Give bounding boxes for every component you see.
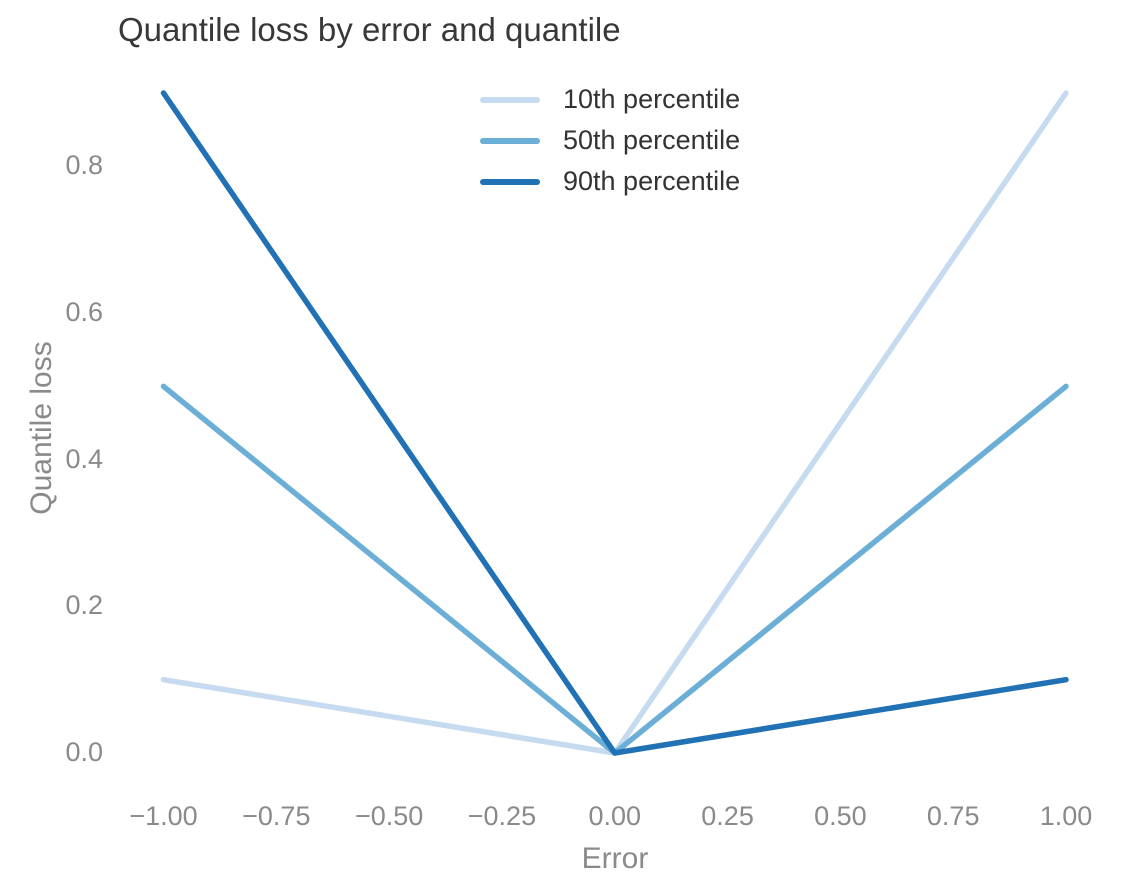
legend-item: 90th percentile bbox=[480, 161, 740, 202]
line-series-50th-percentile bbox=[160, 383, 1069, 756]
legend-label: 10th percentile bbox=[563, 84, 741, 114]
y-tick-label: 0.0 bbox=[65, 736, 103, 767]
legend-item: 10th percentile bbox=[480, 79, 740, 120]
y-tick-label: 0.8 bbox=[65, 150, 103, 181]
x-tick-label: 0.75 bbox=[926, 801, 980, 831]
legend: 10th percentile 50th percentile 90th per… bbox=[480, 79, 740, 202]
chart-title: Quantile loss by error and quantile bbox=[118, 11, 621, 48]
y-tick-label: 0.2 bbox=[65, 590, 103, 621]
x-tick-label: −0.75 bbox=[242, 801, 311, 831]
legend-label: 50th percentile bbox=[563, 125, 741, 155]
x-tick-label: 1.00 bbox=[1039, 801, 1093, 831]
y-tick-label: 0.4 bbox=[65, 443, 103, 474]
legend-line-swatch-10th bbox=[480, 96, 540, 103]
x-tick-label: −0.50 bbox=[354, 801, 424, 831]
x-tick-label: −1.00 bbox=[129, 801, 198, 831]
x-axis-label: Error bbox=[581, 842, 649, 875]
y-axis-label: Quantile loss bbox=[25, 341, 58, 515]
x-tick-label: 0.50 bbox=[814, 801, 867, 831]
x-tick-label: 0.25 bbox=[701, 801, 754, 831]
legend-line-swatch-50th bbox=[480, 137, 540, 144]
legend-line-swatch-90th bbox=[480, 178, 540, 185]
legend-label: 90th percentile bbox=[563, 166, 741, 196]
x-tick-label: 0.00 bbox=[588, 801, 642, 831]
x-tick-label: −0.25 bbox=[467, 801, 537, 831]
y-tick-label: 0.6 bbox=[65, 296, 103, 327]
line-series-90th-percentile bbox=[160, 90, 1069, 756]
legend-item: 50th percentile bbox=[480, 120, 740, 161]
